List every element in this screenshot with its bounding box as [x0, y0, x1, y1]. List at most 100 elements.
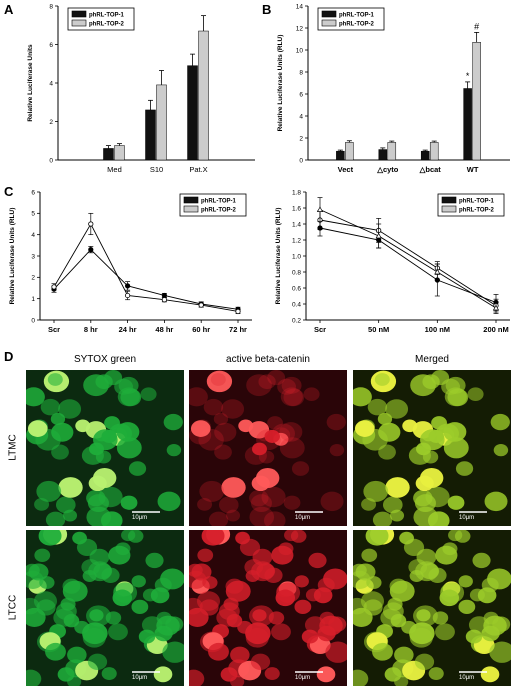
- nucleus: [34, 498, 50, 511]
- panel-letter-d: D: [4, 349, 14, 364]
- nucleus: [380, 608, 402, 627]
- y-tick-label-B-6: 12: [296, 25, 304, 32]
- nucleus: [208, 511, 229, 526]
- y-axis-label-B: Relative Luciferase Units (RLU): [277, 35, 284, 132]
- nucleus: [377, 412, 393, 426]
- series-line-C2-1: [319, 219, 497, 306]
- micrograph-column-label: active beta-catenin: [226, 354, 310, 365]
- nucleus: [427, 511, 450, 526]
- bar-A-1-0: [114, 145, 125, 161]
- nucleus: [230, 646, 250, 664]
- nucleus: [116, 437, 142, 459]
- nucleus: [477, 587, 497, 604]
- y-tick-label-C1-1: 1: [31, 296, 35, 303]
- nucleus: [353, 607, 373, 627]
- y-tick-label-C2-0: 0.2: [292, 317, 301, 324]
- nucleus: [281, 376, 302, 394]
- nucleus: [303, 387, 320, 402]
- legend-swatch-C2-0: [441, 196, 457, 204]
- nucleus: [100, 511, 123, 526]
- nucleus: [481, 625, 500, 642]
- nucleus: [325, 641, 347, 663]
- legend-label-A-1: phRL-TOP-2: [89, 22, 125, 28]
- nucleus: [128, 461, 147, 476]
- nucleus: [246, 374, 272, 397]
- nucleus: [197, 498, 213, 511]
- nucleus: [225, 580, 251, 602]
- legend-swatch-A-0: [71, 10, 87, 18]
- x-tick-label-C1-2: 24 hr: [119, 325, 137, 334]
- nucleus: [361, 498, 377, 511]
- nucleus: [55, 496, 76, 514]
- nucleus: [382, 496, 403, 514]
- scale-bar-label: 10μm: [132, 515, 148, 521]
- nucleus: [196, 591, 221, 611]
- nucleus: [252, 609, 267, 622]
- nucleus: [317, 625, 336, 642]
- annotation-B-1: #: [474, 21, 479, 31]
- nucleus: [432, 611, 449, 625]
- point-C2-2-3: [492, 304, 500, 311]
- nucleus: [320, 491, 344, 512]
- nucleus: [26, 387, 45, 407]
- micrograph-ltcc-0: 10μm: [26, 530, 184, 686]
- series-line-C1-1: [53, 223, 239, 312]
- nucleus: [353, 669, 369, 686]
- micrograph-ltcc-2: 10μm: [353, 530, 511, 686]
- nucleus: [301, 629, 319, 644]
- nucleus: [308, 552, 327, 569]
- nucleus: [81, 446, 104, 465]
- nucleus: [33, 591, 58, 611]
- y-tick-label-A-1: 2: [49, 119, 53, 126]
- nucleus: [458, 575, 473, 588]
- nucleus: [189, 669, 205, 686]
- nucleus: [387, 597, 403, 611]
- nucleus: [213, 412, 229, 426]
- nucleus: [366, 576, 382, 590]
- nucleus: [250, 494, 272, 513]
- y-tick-label-B-2: 4: [299, 113, 303, 120]
- nucleus: [409, 570, 424, 582]
- bar-A-0-1: [145, 109, 156, 161]
- nucleus: [264, 667, 280, 680]
- nucleus: [47, 373, 63, 386]
- micrograph-cells: [189, 530, 347, 686]
- nucleus: [26, 607, 46, 627]
- nucleus: [34, 548, 51, 562]
- nucleus: [261, 486, 286, 508]
- panel-letter-a: A: [4, 2, 14, 17]
- nucleus: [465, 629, 483, 644]
- nucleus: [216, 608, 238, 627]
- bar-B-1-2: [429, 142, 439, 161]
- nucleus: [208, 642, 229, 661]
- nucleus: [53, 608, 75, 627]
- point-C1-0-2: [125, 283, 131, 289]
- nucleus: [294, 575, 309, 588]
- nucleus: [214, 422, 237, 442]
- bar-B-0-0: [336, 150, 345, 161]
- y-tick-label-B-3: 6: [299, 91, 303, 98]
- nucleus: [245, 627, 269, 648]
- micrograph-ltmc-2: 10μm: [353, 370, 511, 526]
- y-tick-label-B-5: 10: [296, 47, 304, 54]
- point-C1-1-0: [51, 284, 57, 290]
- nucleus: [160, 568, 184, 590]
- nucleus: [326, 413, 346, 431]
- nucleus: [39, 576, 55, 590]
- nucleus: [189, 607, 209, 627]
- nucleus: [101, 667, 117, 680]
- bar-B-1-0: [345, 142, 354, 161]
- nucleus: [283, 388, 305, 407]
- nucleus: [223, 597, 239, 611]
- nucleus: [250, 653, 271, 671]
- y-tick-label-B-0: 0: [299, 157, 303, 164]
- nucleus: [472, 552, 491, 569]
- nucleus: [313, 587, 333, 604]
- nucleus: [365, 530, 389, 546]
- legend-swatch-B-0: [321, 10, 337, 18]
- nucleus: [82, 627, 106, 648]
- nucleus: [239, 538, 261, 556]
- micrograph-column-label: SYTOX green: [73, 354, 137, 365]
- y-tick-label-C2-1: 0.4: [292, 301, 301, 308]
- nucleus: [225, 509, 241, 522]
